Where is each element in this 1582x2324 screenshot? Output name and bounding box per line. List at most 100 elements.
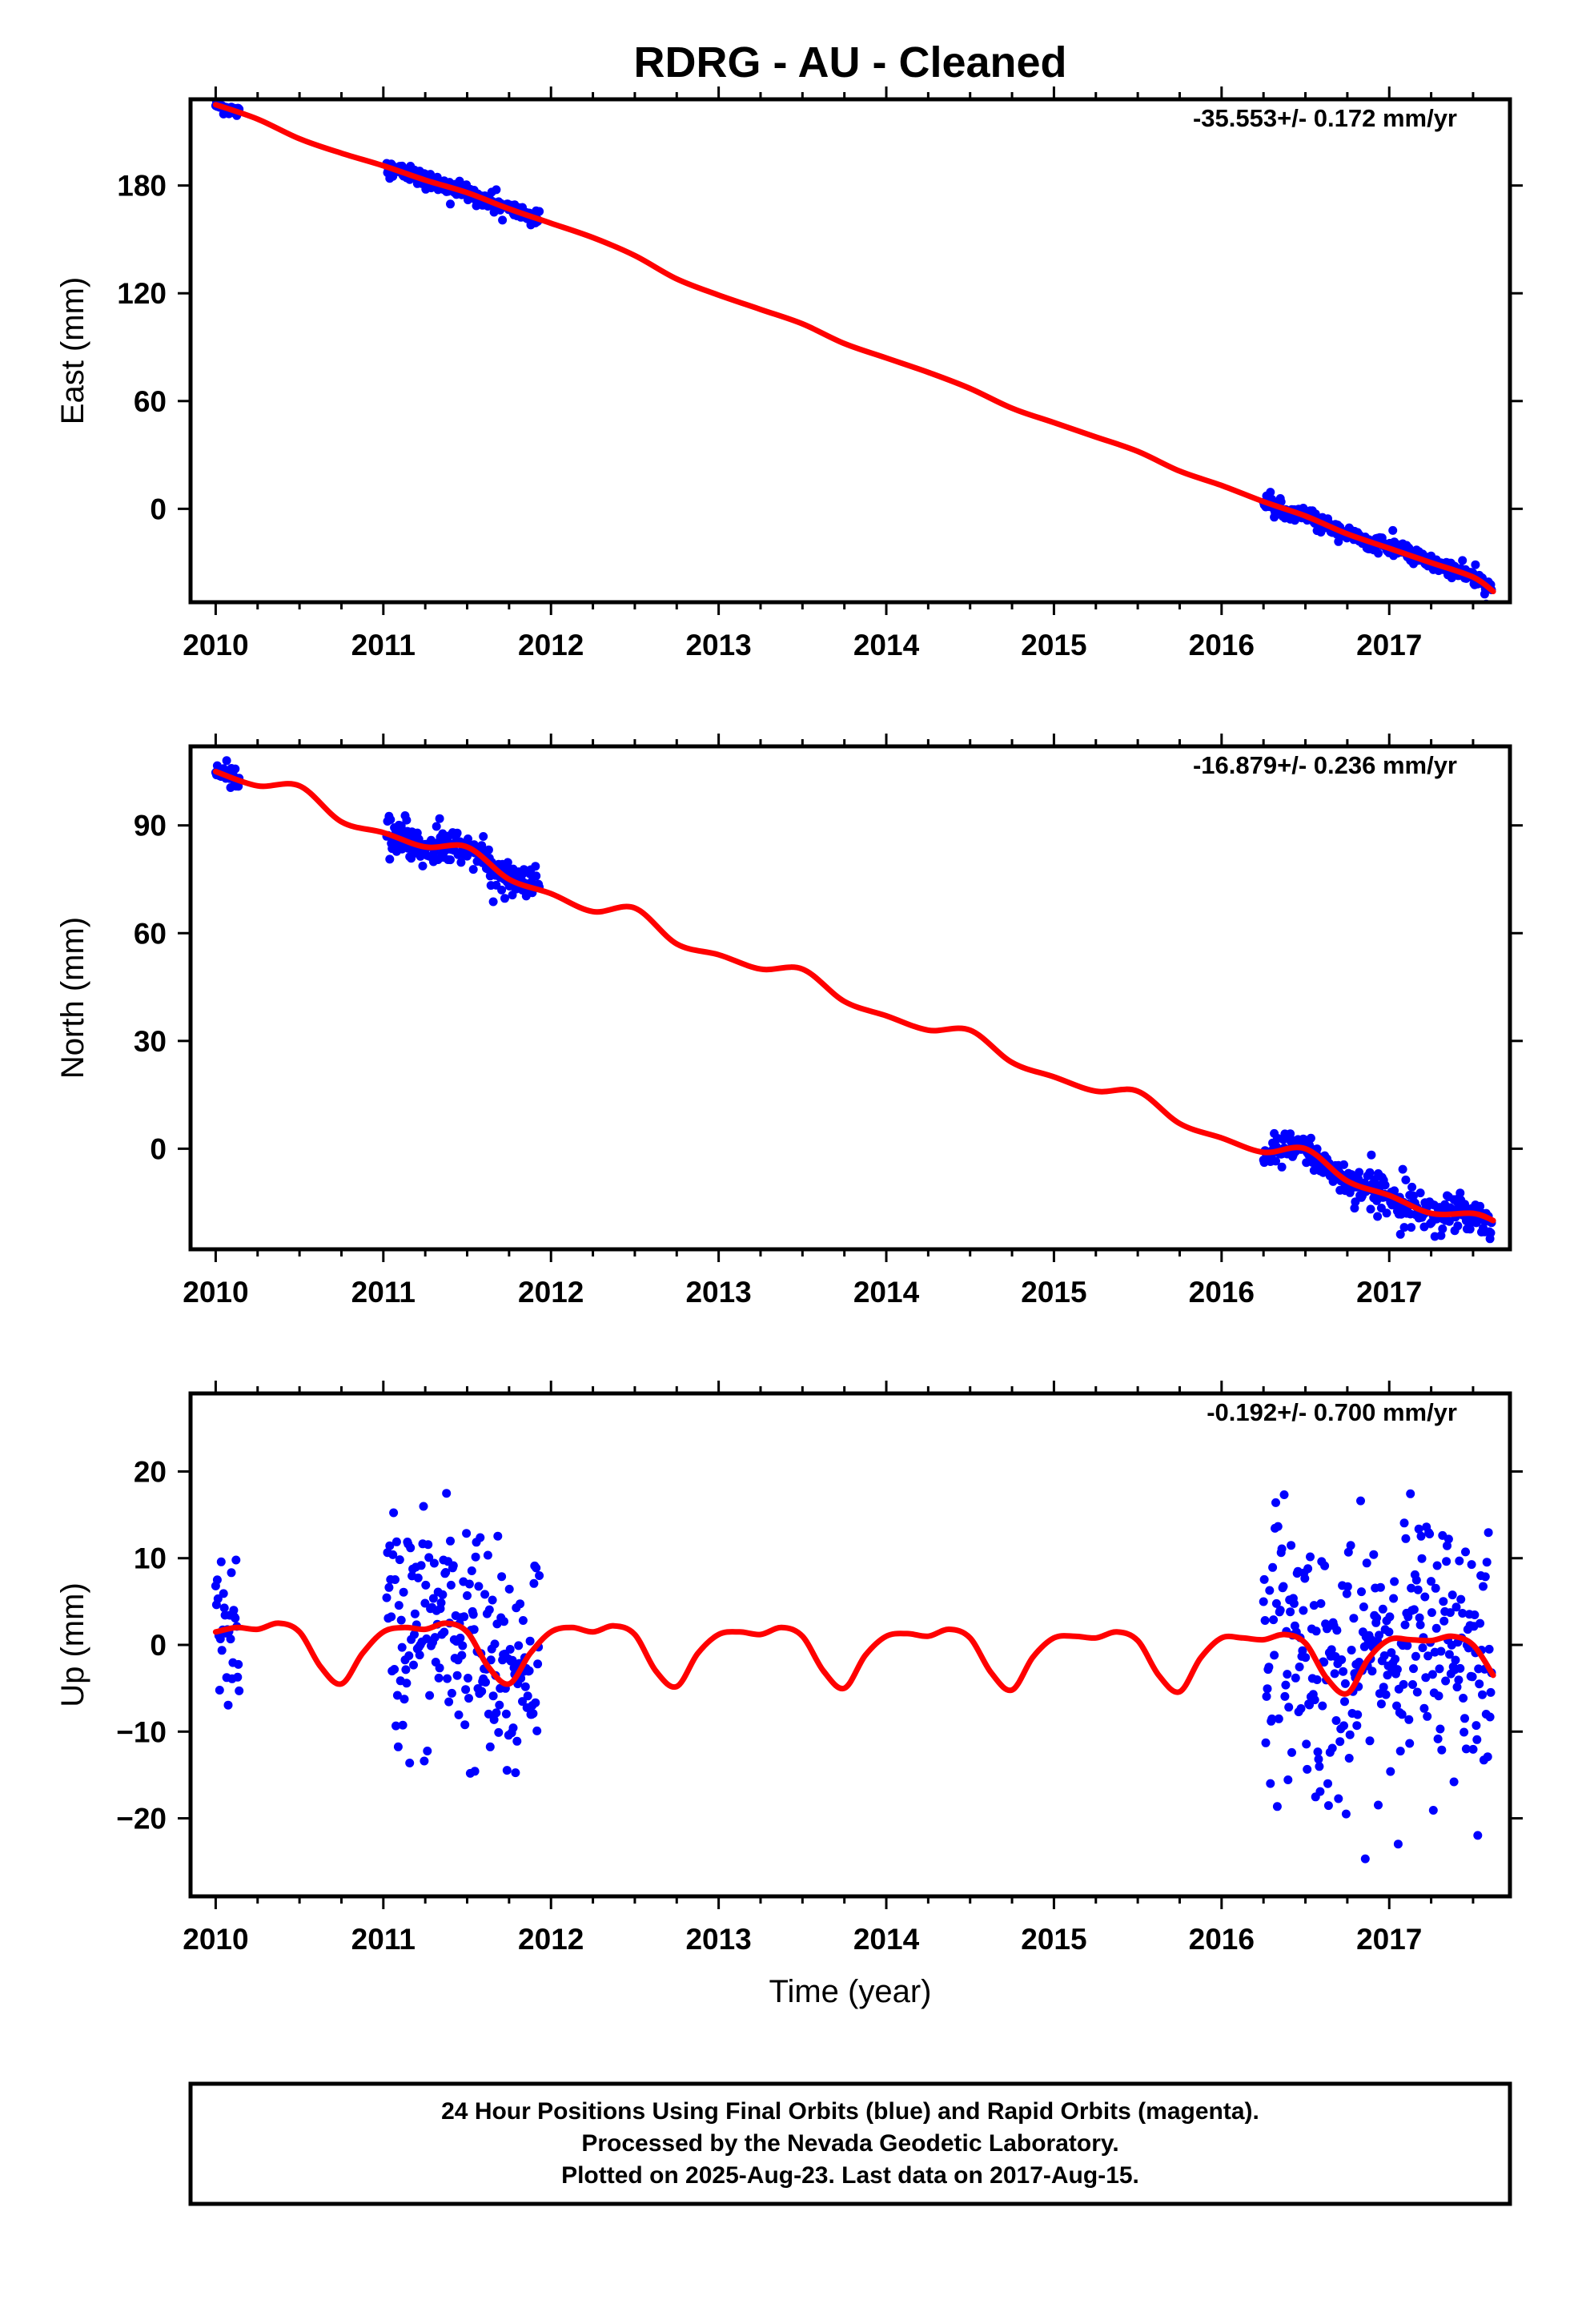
north-x-tick-label: 2015 — [1021, 1276, 1086, 1309]
up-data-point — [425, 1691, 435, 1700]
up-data-point — [1428, 1806, 1438, 1815]
up-data-point — [1299, 1606, 1308, 1615]
north-data-point — [531, 862, 540, 871]
up-data-point — [1323, 1779, 1332, 1788]
up-data-point — [1415, 1613, 1424, 1622]
north-data-point — [479, 832, 488, 841]
north-data-point — [1355, 1168, 1364, 1177]
north-data-point — [484, 845, 493, 854]
up-data-point — [492, 1708, 501, 1718]
up-data-point — [385, 1541, 395, 1550]
up-data-point — [1334, 1794, 1343, 1803]
up-data-point — [436, 1598, 446, 1607]
up-data-point — [399, 1587, 408, 1597]
north-data-point — [1382, 1208, 1391, 1218]
footer-box: 24 Hour Positions Using Final Orbits (bl… — [188, 2081, 1512, 2206]
north-data-point — [1390, 1186, 1399, 1196]
up-data-point — [405, 1759, 415, 1767]
north-data-point — [452, 828, 462, 838]
north-data-point — [402, 815, 412, 825]
up-data-point — [1286, 1607, 1295, 1617]
up-data-point — [483, 1550, 492, 1560]
north-panel: 2010 2011 2012 2013 2014 2015 2016 2017 0 30 60 90 N… — [55, 734, 1523, 1309]
up-y-tick-label: 20 — [134, 1455, 167, 1488]
up-x-tick-label: 2013 — [685, 1923, 751, 1956]
east-data-point — [446, 199, 455, 209]
up-data-point — [1408, 1680, 1417, 1689]
up-data-point — [1451, 1655, 1460, 1665]
up-data-point — [1302, 1739, 1311, 1749]
up-data-point — [392, 1691, 402, 1700]
up-data-point — [1452, 1683, 1462, 1692]
north-y-axis-label: North (mm) — [55, 917, 90, 1079]
up-data-point — [1397, 1710, 1407, 1719]
north-data-point — [1306, 1133, 1315, 1143]
east-panel: 2010 2011 2012 2013 2014 2015 2016 2017 0 60 120 18… — [55, 86, 1523, 661]
up-data-point — [1449, 1777, 1459, 1787]
up-data-point — [1353, 1710, 1363, 1719]
up-data-point — [1461, 1744, 1471, 1754]
up-data-point — [1268, 1562, 1278, 1572]
up-data-point — [495, 1700, 504, 1710]
up-data-point — [440, 1627, 449, 1637]
up-data-point — [1365, 1736, 1375, 1746]
up-data-point — [1391, 1655, 1400, 1664]
up-data-point — [520, 1682, 530, 1691]
up-data-point — [460, 1720, 470, 1730]
up-data-point — [525, 1636, 535, 1646]
up-data-point — [1407, 1583, 1416, 1593]
up-data-point — [1401, 1534, 1411, 1543]
up-data-point — [528, 1709, 538, 1719]
up-data-point — [1346, 1541, 1355, 1550]
up-data-point — [1455, 1556, 1464, 1566]
north-data-point — [435, 814, 444, 823]
east-plot-frame — [188, 97, 1512, 605]
north-data-point — [446, 855, 455, 865]
up-data-point — [1339, 1667, 1348, 1676]
up-data-point — [235, 1686, 244, 1695]
up-data-point — [1484, 1528, 1493, 1538]
north-x-tick-label: 2014 — [853, 1276, 920, 1309]
north-data-point — [488, 897, 498, 907]
east-model-line — [212, 102, 1496, 594]
up-data-point — [391, 1537, 401, 1546]
north-data-point — [1351, 1197, 1360, 1207]
north-y-tick-label: 30 — [134, 1025, 167, 1058]
up-data-point — [464, 1579, 474, 1589]
up-data-point — [1468, 1744, 1478, 1754]
up-data-point — [485, 1742, 495, 1751]
up-data-point — [416, 1561, 426, 1570]
up-data-point — [1403, 1641, 1412, 1651]
up-data-point — [504, 1584, 514, 1594]
up-data-point — [1362, 1558, 1371, 1568]
up-data-point — [1272, 1802, 1282, 1811]
up-data-point — [1318, 1701, 1327, 1711]
up-data-point — [470, 1767, 480, 1776]
north-data-point — [231, 764, 240, 774]
up-data-point — [424, 1540, 433, 1550]
up-data-point — [444, 1697, 454, 1707]
up-data-point — [1281, 1680, 1291, 1690]
up-data-point — [1303, 1764, 1312, 1774]
up-rate-label: -0.192+/- 0.700 mm/yr — [1207, 1398, 1457, 1426]
up-data-point — [1289, 1598, 1299, 1608]
up-data-point — [492, 1619, 502, 1629]
up-data-point — [1266, 1779, 1275, 1788]
up-data-point — [1413, 1585, 1423, 1594]
up-data-point — [393, 1742, 403, 1751]
up-data-point — [1395, 1747, 1405, 1756]
up-data-point — [1263, 1684, 1272, 1694]
north-data-point — [1456, 1188, 1465, 1198]
up-data-point — [532, 1726, 542, 1735]
up-data-point — [424, 1553, 434, 1562]
up-data-point — [1480, 1572, 1490, 1582]
up-data-point — [1379, 1651, 1389, 1660]
up-data-point — [476, 1533, 485, 1542]
up-data-point — [1434, 1691, 1443, 1701]
up-data-point — [1283, 1775, 1293, 1784]
up-data-point — [1327, 1645, 1336, 1655]
up-data-point — [1352, 1721, 1362, 1731]
up-data-point — [493, 1531, 503, 1541]
east-rate-label: -35.553+/- 0.172 mm/yr — [1193, 104, 1457, 132]
up-data-point — [1359, 1602, 1368, 1611]
